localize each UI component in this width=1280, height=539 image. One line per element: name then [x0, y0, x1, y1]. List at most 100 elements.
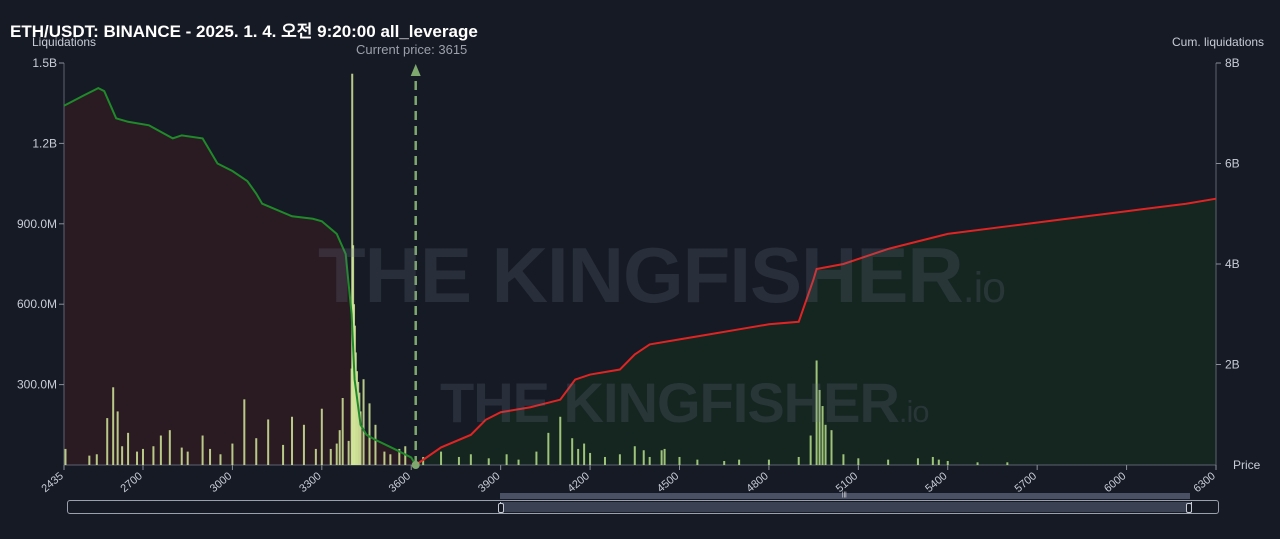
- liquidation-bar: [577, 448, 580, 465]
- liquidation-bar: [824, 424, 827, 465]
- watermark-text: THE KINGFISHER: [318, 231, 964, 319]
- liquidation-bar: [243, 399, 246, 465]
- liquidation-bar: [383, 451, 386, 465]
- x-tick-label: 4500: [655, 470, 681, 495]
- liquidation-bar: [830, 430, 833, 465]
- scrollbar-thumb[interactable]: [500, 502, 1192, 512]
- liquidation-bar: [815, 360, 818, 465]
- short-cum-area: [415, 198, 1216, 466]
- liquidation-bar: [136, 451, 139, 465]
- watermark-text: THE KINGFISHER: [440, 371, 900, 434]
- liquidation-bar: [267, 419, 270, 465]
- liquidation-bar: [374, 424, 377, 465]
- liquidation-bar: [547, 432, 550, 465]
- liquidation-bar: [180, 447, 183, 465]
- liquidation-bar: [797, 456, 800, 465]
- liquidation-bar: [64, 448, 67, 465]
- liquidation-bar: [931, 456, 934, 465]
- liquidation-bar: [505, 454, 508, 465]
- liquidation-bar: [152, 446, 155, 465]
- liquidation-bar: [857, 458, 860, 465]
- current-price-dot: [411, 461, 420, 469]
- liquidation-bar: [809, 435, 812, 465]
- liquidation-bar: [583, 443, 586, 465]
- y-tick-label: 300.0M: [17, 378, 57, 392]
- watermark-large: THE KINGFISHER.io: [318, 230, 1006, 321]
- liquidation-bar: [389, 454, 392, 465]
- x-tick-label: 3300: [297, 470, 323, 495]
- liquidation-bar: [186, 451, 189, 465]
- liquidation-bar: [358, 392, 361, 465]
- watermark-suffix: .io: [898, 394, 930, 429]
- liquidation-bar: [842, 454, 845, 465]
- liquidation-bar: [818, 389, 821, 465]
- liquidation-bar: [887, 459, 890, 465]
- liquidation-bar: [219, 454, 222, 465]
- liquidation-bar: [121, 446, 124, 465]
- liquidation-bar: [347, 440, 350, 465]
- liquidation-bar: [338, 430, 341, 465]
- liquidation-bar: [359, 411, 362, 465]
- chart-title: ETH/USDT: BINANCE - 2025. 1. 4. 오전 9:20:…: [10, 22, 478, 41]
- liquidation-bar: [127, 432, 130, 465]
- current-price-arrow-icon: [410, 64, 421, 76]
- liquidation-bar: [329, 448, 332, 465]
- liquidation-bar: [320, 408, 323, 465]
- liquidation-bar: [282, 444, 285, 465]
- liquidation-bar: [355, 371, 358, 465]
- scrollbar-left-handle[interactable]: [498, 503, 504, 513]
- liquidation-bar: [738, 459, 741, 465]
- liquidation-bar: [116, 411, 119, 465]
- liquidation-bar: [603, 456, 606, 465]
- liquidation-bar: [398, 448, 401, 465]
- liquidation-bar: [916, 458, 919, 465]
- liquidation-bar: [335, 443, 338, 465]
- navigator-range[interactable]: [500, 493, 1190, 499]
- right-axis-title: Cum. liquidations: [1172, 35, 1265, 49]
- watermark-suffix: .io: [962, 264, 1006, 312]
- left-axis-title: Liquidations: [32, 35, 97, 49]
- y2-tick-label: 8B: [1225, 56, 1240, 70]
- x-tick-label: 4800: [744, 470, 770, 495]
- liquidation-bar: [469, 454, 472, 465]
- liquidation-bar: [368, 403, 371, 465]
- y-tick-label: 900.0M: [17, 217, 57, 231]
- liquidation-bar: [341, 398, 344, 465]
- liquidation-bar: [559, 416, 562, 465]
- liquidation-bar: [88, 455, 91, 465]
- y-tick-label: 1.5B: [32, 56, 57, 70]
- y-tick-label: 600.0M: [17, 297, 57, 311]
- range-scrollbar[interactable]: [67, 500, 1219, 514]
- liquidation-bar: [633, 446, 636, 465]
- liquidation-bar: [209, 448, 212, 465]
- liquidation-bar: [696, 459, 699, 465]
- liquidation-bar: [937, 459, 940, 465]
- liquidation-bar: [642, 450, 645, 465]
- liquidation-bar: [404, 446, 407, 465]
- x-tick-label: 5100: [834, 470, 860, 495]
- liquidation-bar: [302, 424, 305, 465]
- x-tick-label: 4200: [566, 470, 592, 495]
- liquidation-bar: [159, 435, 162, 465]
- liquidation-bar: [362, 379, 365, 465]
- long-cum-area: [64, 88, 416, 465]
- liquidation-bar: [517, 459, 520, 465]
- liquidation-bar: [354, 352, 357, 465]
- liquidation-bar: [660, 450, 663, 465]
- liquidation-bar: [168, 430, 171, 465]
- liquidation-bar: [648, 456, 651, 465]
- x-tick-label: 3000: [208, 470, 234, 495]
- x-tick-label: 3900: [476, 470, 502, 495]
- liquidation-bar: [723, 460, 726, 465]
- x-tick-label: 3600: [387, 470, 413, 495]
- liquidation-bar: [618, 454, 621, 465]
- y2-tick-label: 6B: [1225, 157, 1240, 171]
- liquidation-bar: [106, 418, 109, 465]
- scrollbar-right-handle[interactable]: [1186, 503, 1192, 513]
- x-tick-label: 5700: [1013, 470, 1039, 495]
- liquidation-bar: [1006, 462, 1009, 465]
- y-tick-label: 1.2B: [32, 136, 57, 150]
- navigator-grip-icon[interactable]: |||: [842, 492, 847, 498]
- liquidation-bar: [571, 438, 574, 465]
